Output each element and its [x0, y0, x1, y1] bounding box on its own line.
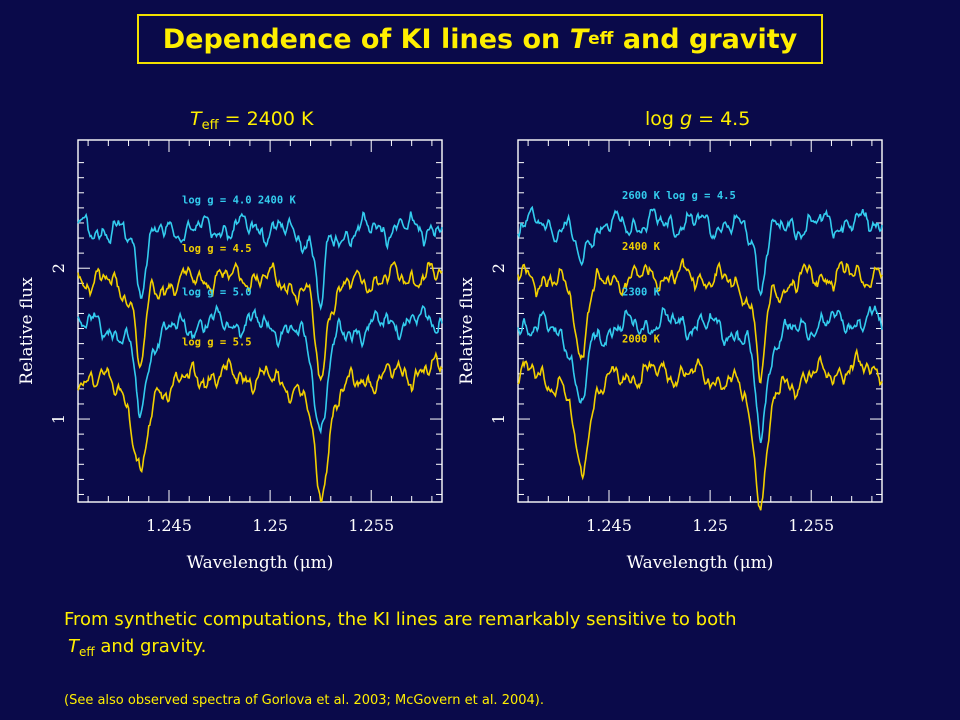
spectrum-line	[77, 304, 443, 435]
spectrum-line	[517, 305, 883, 444]
right-panel-header: log g = 4.5	[645, 108, 750, 130]
y-tick-label: 2	[49, 263, 68, 273]
chart-panel-1: 1.245 1.25 1.255 1 2 Wavelength (μm) Relative …	[17, 139, 443, 573]
left-panel-header: Teff = 2400 K	[190, 108, 314, 133]
series-label: log g = 5.5	[182, 336, 252, 348]
series-label: 2600 K log g = 4.5	[622, 190, 736, 202]
x-tick-label: 1.25	[692, 516, 728, 535]
left-header-sub: eff	[201, 118, 219, 133]
title-prefix: Dependence of KI lines on	[162, 23, 561, 55]
spectrum-line	[517, 347, 883, 511]
series-label: 2300 K	[622, 286, 661, 298]
left-header-text: = 2400 K	[218, 108, 314, 130]
series-label: 2400 K	[622, 241, 661, 253]
caption-line1: From synthetic computations, the KI line…	[64, 609, 737, 630]
plot-frame	[517, 139, 883, 503]
x-axis-label: Wavelength (μm)	[187, 553, 334, 573]
right-header-prefix: log	[645, 108, 681, 130]
y-tick-label: 2	[489, 263, 508, 273]
series-label: log g = 5.0	[182, 286, 252, 298]
right-header-var: g	[680, 108, 693, 130]
x-axis-label: Wavelength (μm)	[627, 553, 774, 573]
caption-var: T	[68, 636, 79, 657]
x-tick-label: 1.245	[586, 516, 632, 535]
chart-panel-2: 1.245 1.25 1.255 1 2 Wavelength (μm) Relative …	[457, 139, 883, 573]
caption-line2: Teff and gravity.	[64, 633, 944, 660]
caption-sub: eff	[79, 645, 95, 659]
caption: From synthetic computations, the KI line…	[64, 606, 944, 660]
x-tick-label: 1.255	[348, 516, 394, 535]
caption-rest: and gravity.	[94, 636, 207, 657]
x-tick-label: 1.245	[146, 516, 192, 535]
reference-note: (See also observed spectra of Gorlova et…	[64, 693, 544, 708]
right-header-text: = 4.5	[692, 108, 751, 130]
x-tick-label: 1.25	[252, 516, 288, 535]
title-suffix: and gravity	[613, 23, 798, 55]
series-label: 2000 K	[622, 333, 661, 345]
y-axis-label: Relative flux	[17, 277, 37, 385]
x-tick-label: 1.255	[788, 516, 834, 535]
series-label: log g = 4.5	[182, 243, 252, 255]
title-var: T	[569, 23, 589, 55]
spectrum-line	[77, 350, 443, 503]
y-tick-label: 1	[49, 414, 68, 424]
spectrum-line	[77, 211, 443, 312]
series-label: log g = 4.0 2400 K	[182, 194, 296, 206]
spectrum-line	[517, 205, 883, 297]
spectrum-line	[517, 258, 883, 384]
left-header-var: T	[190, 108, 202, 130]
y-tick-label: 1	[489, 414, 508, 424]
y-axis-label: Relative flux	[457, 277, 477, 385]
spectrum-line	[77, 260, 443, 382]
